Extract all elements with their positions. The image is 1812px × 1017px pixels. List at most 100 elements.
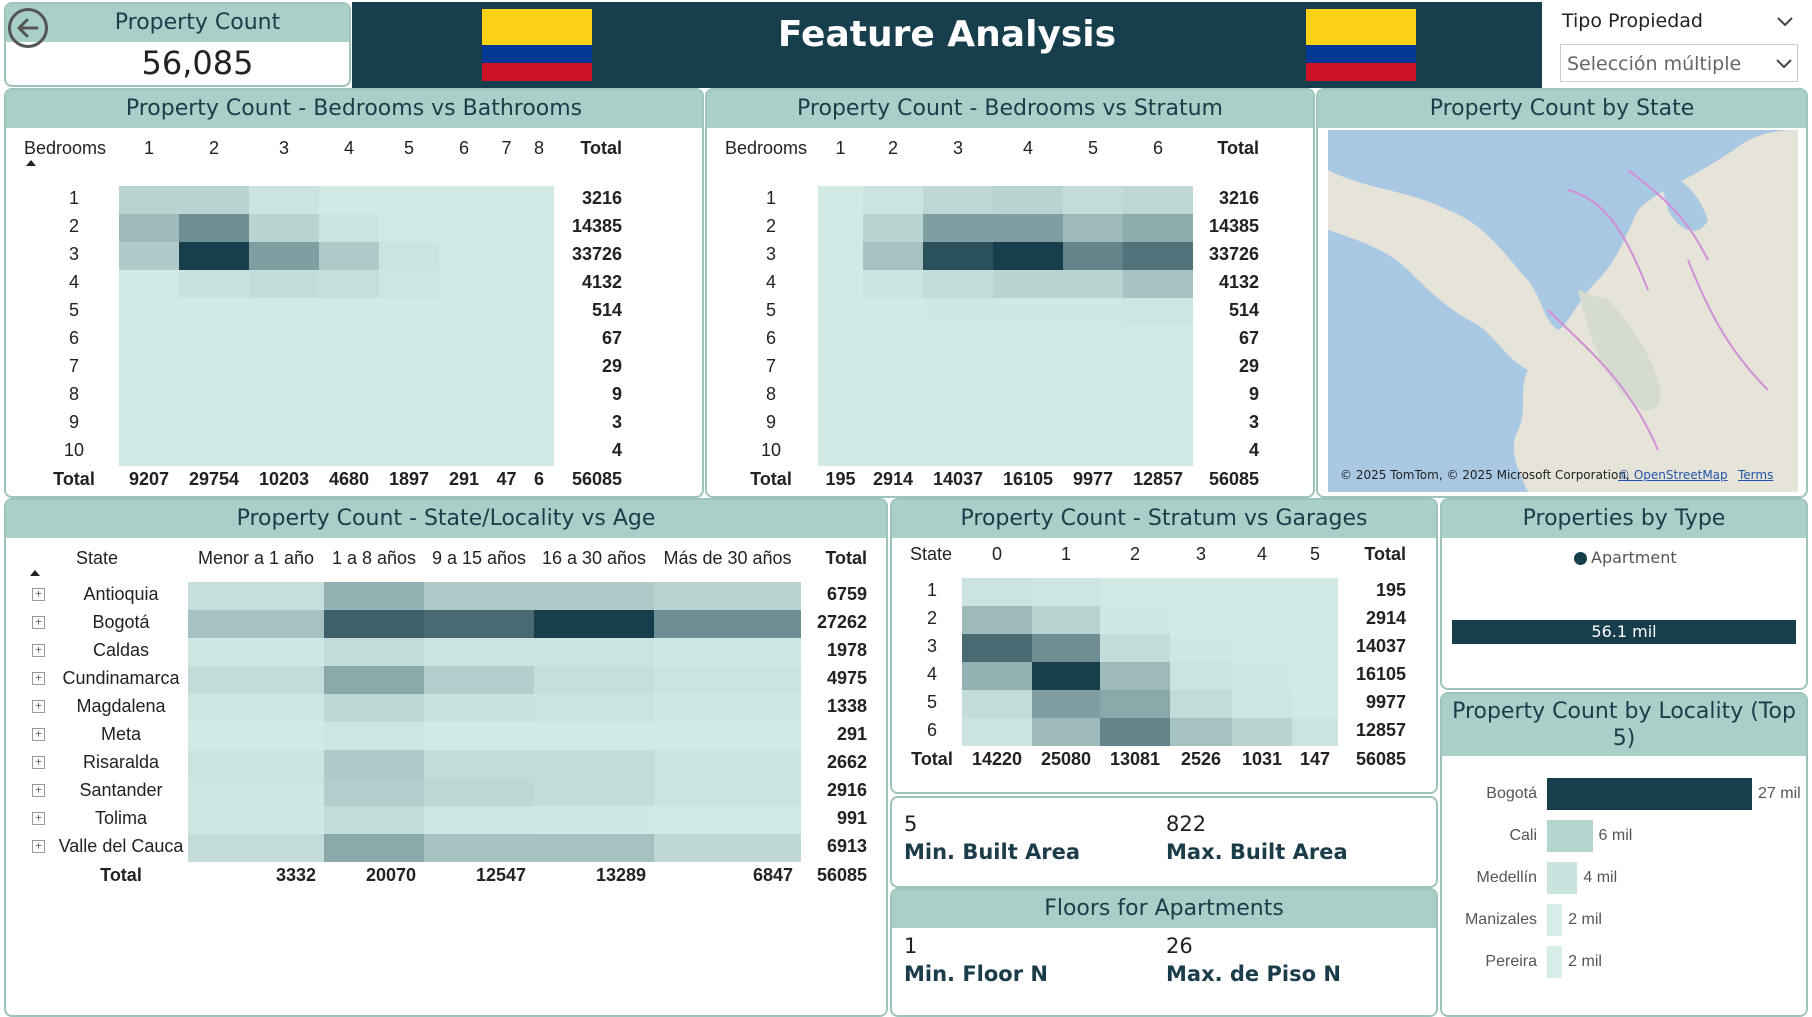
column-header[interactable]: 5	[403, 138, 414, 158]
matrix-cell[interactable]	[1063, 214, 1123, 242]
matrix-cell[interactable]	[179, 242, 249, 270]
chevron-down-icon[interactable]	[1776, 16, 1794, 28]
matrix-cell[interactable]	[249, 270, 319, 298]
matrix-cell[interactable]	[379, 214, 439, 242]
column-header[interactable]: 3	[278, 138, 289, 158]
matrix-cell[interactable]	[489, 298, 524, 326]
matrix-cell[interactable]	[1032, 606, 1100, 634]
matrix-cell[interactable]	[489, 438, 524, 466]
matrix-cell[interactable]	[1100, 662, 1170, 690]
matrix-cell[interactable]	[923, 214, 993, 242]
matrix-cell[interactable]	[179, 186, 249, 214]
matrix-cell[interactable]	[1123, 298, 1193, 326]
matrix-cell[interactable]	[818, 298, 863, 326]
matrix-cell[interactable]	[1032, 634, 1100, 662]
matrix-cell[interactable]	[654, 806, 801, 834]
matrix-cell[interactable]	[534, 610, 654, 638]
matrix-cell[interactable]	[1123, 242, 1193, 270]
column-header[interactable]: 2	[887, 138, 898, 158]
matrix-cell[interactable]	[188, 582, 324, 610]
matrix-cell[interactable]	[424, 638, 534, 666]
matrix-cell[interactable]	[188, 610, 324, 638]
matrix-cell[interactable]	[524, 438, 554, 466]
locality-bar[interactable]	[1547, 778, 1752, 810]
matrix-cell[interactable]	[1292, 634, 1338, 662]
matrix-cell[interactable]	[818, 326, 863, 354]
matrix-cell[interactable]	[923, 270, 993, 298]
matrix-cell[interactable]	[424, 722, 534, 750]
matrix-cell[interactable]	[534, 582, 654, 610]
matrix-cell[interactable]	[379, 186, 439, 214]
matrix-cell[interactable]	[923, 326, 993, 354]
matrix-cell[interactable]	[424, 778, 534, 806]
locality-bar[interactable]	[1547, 862, 1578, 894]
matrix-cell[interactable]	[818, 410, 863, 438]
matrix-cell[interactable]	[1032, 718, 1100, 746]
matrix-cell[interactable]	[923, 298, 993, 326]
matrix-cell[interactable]	[534, 638, 654, 666]
matrix-cell[interactable]	[324, 750, 424, 778]
matrix-cell[interactable]	[654, 610, 801, 638]
matrix-cell[interactable]	[179, 326, 249, 354]
matrix-cell[interactable]	[1170, 606, 1232, 634]
matrix-cell[interactable]	[379, 326, 439, 354]
matrix-cell[interactable]	[249, 186, 319, 214]
matrix-cell[interactable]	[119, 382, 179, 410]
matrix-cell[interactable]	[1232, 578, 1292, 606]
matrix-cell[interactable]	[119, 242, 179, 270]
matrix-cell[interactable]	[439, 270, 489, 298]
matrix-cell[interactable]	[1292, 606, 1338, 634]
row-label[interactable]: Meta	[100, 724, 142, 744]
matrix-cell[interactable]	[863, 214, 923, 242]
matrix-cell[interactable]	[439, 186, 489, 214]
expand-icon[interactable]: +	[32, 616, 45, 629]
slicer-dropdown[interactable]: Selección múltiple	[1560, 44, 1798, 82]
matrix-cell[interactable]	[249, 242, 319, 270]
matrix-cell[interactable]	[923, 354, 993, 382]
matrix-cell[interactable]	[654, 582, 801, 610]
matrix-cell[interactable]	[439, 410, 489, 438]
column-header[interactable]: 7	[501, 138, 512, 158]
row-header-label[interactable]: State	[76, 548, 119, 568]
expand-icon[interactable]: +	[32, 672, 45, 685]
matrix-cell[interactable]	[119, 298, 179, 326]
matrix-cell[interactable]	[319, 410, 379, 438]
matrix-cell[interactable]	[379, 382, 439, 410]
matrix-cell[interactable]	[188, 638, 324, 666]
matrix-cell[interactable]	[379, 354, 439, 382]
matrix-cell[interactable]	[993, 326, 1063, 354]
matrix-cell[interactable]	[534, 666, 654, 694]
matrix-cell[interactable]	[818, 354, 863, 382]
matrix-cell[interactable]	[1100, 718, 1170, 746]
matrix-cell[interactable]	[818, 186, 863, 214]
row-label[interactable]: Bogotá	[92, 612, 150, 632]
expand-icon[interactable]: +	[32, 728, 45, 741]
expand-icon[interactable]: +	[32, 812, 45, 825]
matrix-cell[interactable]	[1063, 326, 1123, 354]
terms-link[interactable]: Terms	[1738, 468, 1774, 482]
sort-icon[interactable]	[26, 160, 36, 166]
matrix-cell[interactable]	[424, 694, 534, 722]
expand-icon[interactable]: +	[32, 756, 45, 769]
matrix-cell[interactable]	[534, 806, 654, 834]
matrix-cell[interactable]	[249, 438, 319, 466]
matrix-cell[interactable]	[923, 438, 993, 466]
matrix-cell[interactable]	[1292, 690, 1338, 718]
matrix-cell[interactable]	[524, 186, 554, 214]
column-header[interactable]: 8	[533, 138, 544, 158]
matrix-cell[interactable]	[923, 242, 993, 270]
matrix-cell[interactable]	[1123, 326, 1193, 354]
matrix-cell[interactable]	[1292, 718, 1338, 746]
matrix-cell[interactable]	[439, 438, 489, 466]
matrix-cell[interactable]	[1292, 662, 1338, 690]
matrix-cell[interactable]	[524, 214, 554, 242]
matrix-cell[interactable]	[1232, 634, 1292, 662]
matrix-cell[interactable]	[993, 214, 1063, 242]
matrix-cell[interactable]	[424, 806, 534, 834]
matrix-cell[interactable]	[962, 690, 1032, 718]
matrix-cell[interactable]	[1063, 382, 1123, 410]
matrix-cell[interactable]	[534, 778, 654, 806]
matrix-cell[interactable]	[1100, 606, 1170, 634]
matrix-cell[interactable]	[863, 438, 923, 466]
column-header[interactable]: 2	[1129, 544, 1140, 564]
